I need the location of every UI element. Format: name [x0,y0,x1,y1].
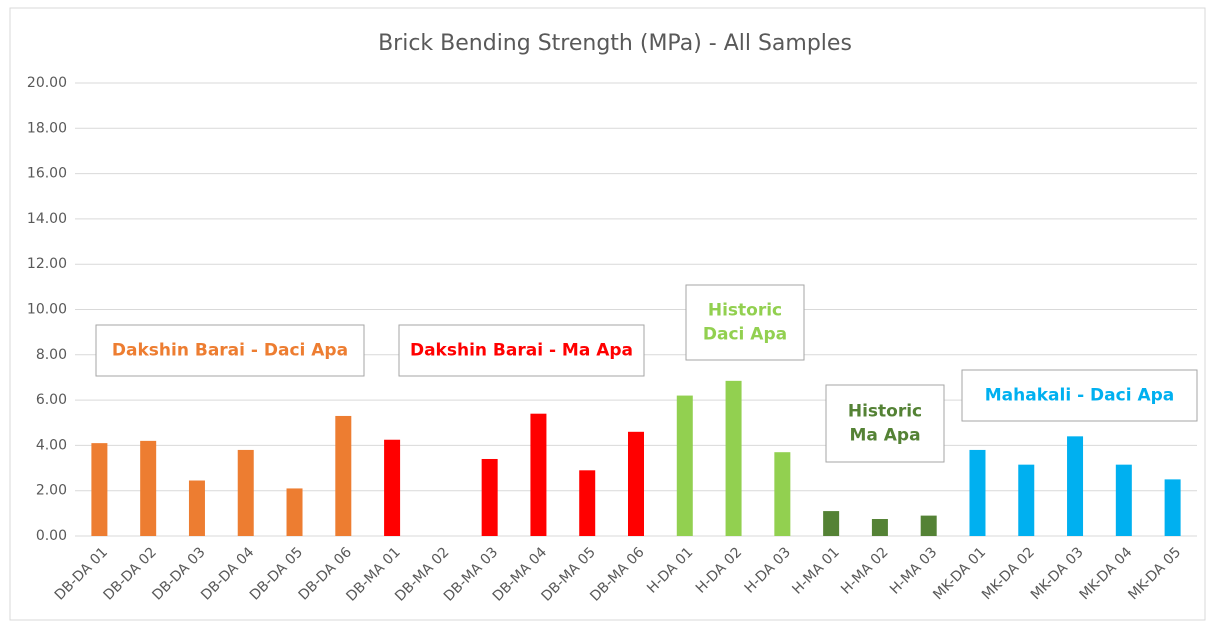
bar [676,395,693,536]
y-tick-label: 4.00 [36,437,67,453]
bar [188,480,205,536]
annotation-text: Ma Apa [849,426,920,446]
y-tick-label: 14.00 [27,211,67,227]
bar [91,443,108,536]
y-tick-label: 0.00 [36,528,67,544]
annotation-box [685,284,805,361]
y-tick-label: 12.00 [27,256,67,272]
chart-frame [9,7,1206,621]
y-tick-label: 16.00 [27,166,67,182]
bar [481,458,498,536]
bar [823,511,840,536]
bar [579,470,596,536]
y-tick-label: 2.00 [36,483,67,499]
bar [1018,464,1035,536]
bar [628,431,644,536]
bar [140,440,157,536]
annotation-box [95,324,365,377]
y-tick-label: 8.00 [36,347,67,363]
y-tick-label: 18.00 [27,120,67,136]
annotation-box [398,324,645,377]
chart-title: Brick Bending Strength (MPa) - All Sampl… [378,31,852,56]
annotation-text: Historic [848,402,922,422]
bar [1115,464,1132,536]
y-tick-label: 6.00 [36,392,67,408]
annotation-text: Historic [708,301,782,321]
bar [1164,479,1181,536]
bar [335,415,352,536]
bar [384,439,401,536]
annotation-text: Dakshin Barai - Daci Apa [112,341,348,361]
annotation-text: Daci Apa [703,325,787,345]
bar [237,449,254,536]
bar [530,413,547,536]
y-tick-label: 20.00 [27,75,67,91]
annotation-box [961,369,1198,422]
y-tick-label: 10.00 [27,302,67,318]
bar [774,452,791,536]
annotation-box [825,384,945,463]
bar [920,515,937,536]
bar [1067,436,1084,536]
bar [969,449,986,536]
bar [286,488,303,536]
annotation-text: Mahakali - Daci Apa [985,386,1175,406]
annotation-text: Dakshin Barai - Ma Apa [410,341,633,361]
bar [725,380,742,536]
bar [871,519,888,536]
